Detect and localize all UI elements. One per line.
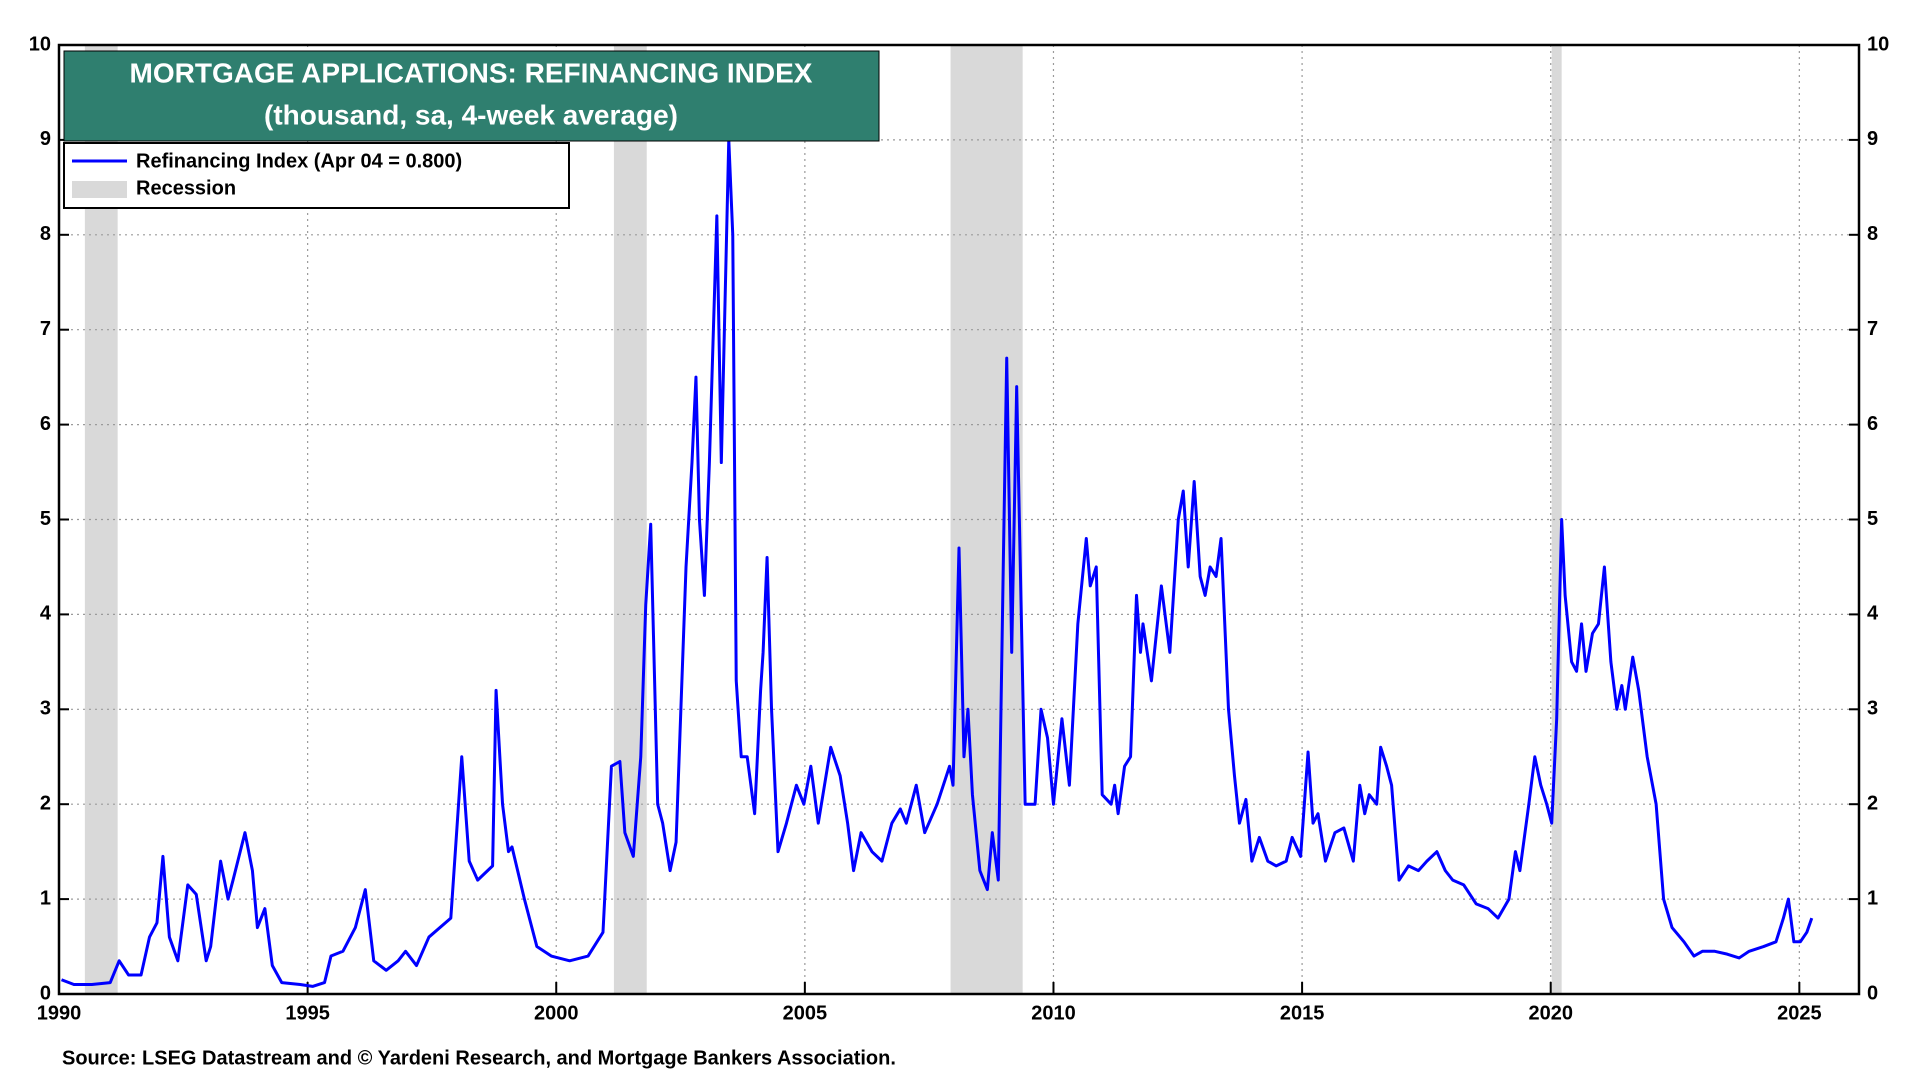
y-tick-label: 9 [40,128,51,150]
recession-band [1551,45,1562,994]
y2-tick-label: 9 [1867,128,1878,150]
y2-tick-label: 2 [1867,792,1878,814]
y-tick-label: 5 [40,508,51,530]
x-tick-label: 2005 [783,1002,828,1024]
x-tick-label: 2010 [1031,1002,1076,1024]
y2-tick-label: 4 [1867,603,1879,625]
legend-label: Refinancing Index (Apr 04 = 0.800) [136,150,462,172]
x-tick-label: 1990 [37,1002,82,1024]
y-tick-label: 1 [40,887,51,909]
y2-tick-label: 0 [1867,982,1878,1004]
y2-tick-label: 3 [1867,698,1878,720]
x-tick-label: 2025 [1777,1002,1822,1024]
x-tick-label: 2020 [1528,1002,1573,1024]
y-tick-label: 8 [40,223,51,245]
y-tick-label: 10 [29,33,51,55]
chart-title: MORTGAGE APPLICATIONS: REFINANCING INDEX [130,57,813,88]
y-tick-label: 6 [40,413,51,435]
plot-frame [57,43,1861,996]
legend-label: Recession [136,177,236,199]
y2-tick-label: 8 [1867,223,1878,245]
y-tick-label: 3 [40,698,51,720]
legend-box [63,142,570,209]
y2-tick-label: 7 [1867,318,1878,340]
y2-tick-label: 10 [1867,33,1889,55]
x-tick-label: 1995 [285,1002,330,1024]
chart-subtitle: (thousand, sa, 4-week average) [264,99,678,130]
title-box [63,50,880,142]
y2-tick-label: 5 [1867,508,1878,530]
y-tick-label: 2 [40,792,51,814]
recession-band [950,45,1023,994]
y2-tick-label: 1 [1867,887,1878,909]
y-tick-label: 0 [40,982,51,1004]
y-tick-label: 7 [40,318,51,340]
x-tick-label: 2000 [534,1002,579,1024]
line-layer [60,138,1814,988]
y-tick-label: 4 [40,603,52,625]
legend-swatch [72,181,127,198]
source-note: Source: LSEG Datastream and © Yardeni Re… [62,1047,896,1069]
series-line [60,138,1814,988]
y2-tick-label: 6 [1867,413,1878,435]
x-tick-label: 2015 [1280,1002,1325,1024]
